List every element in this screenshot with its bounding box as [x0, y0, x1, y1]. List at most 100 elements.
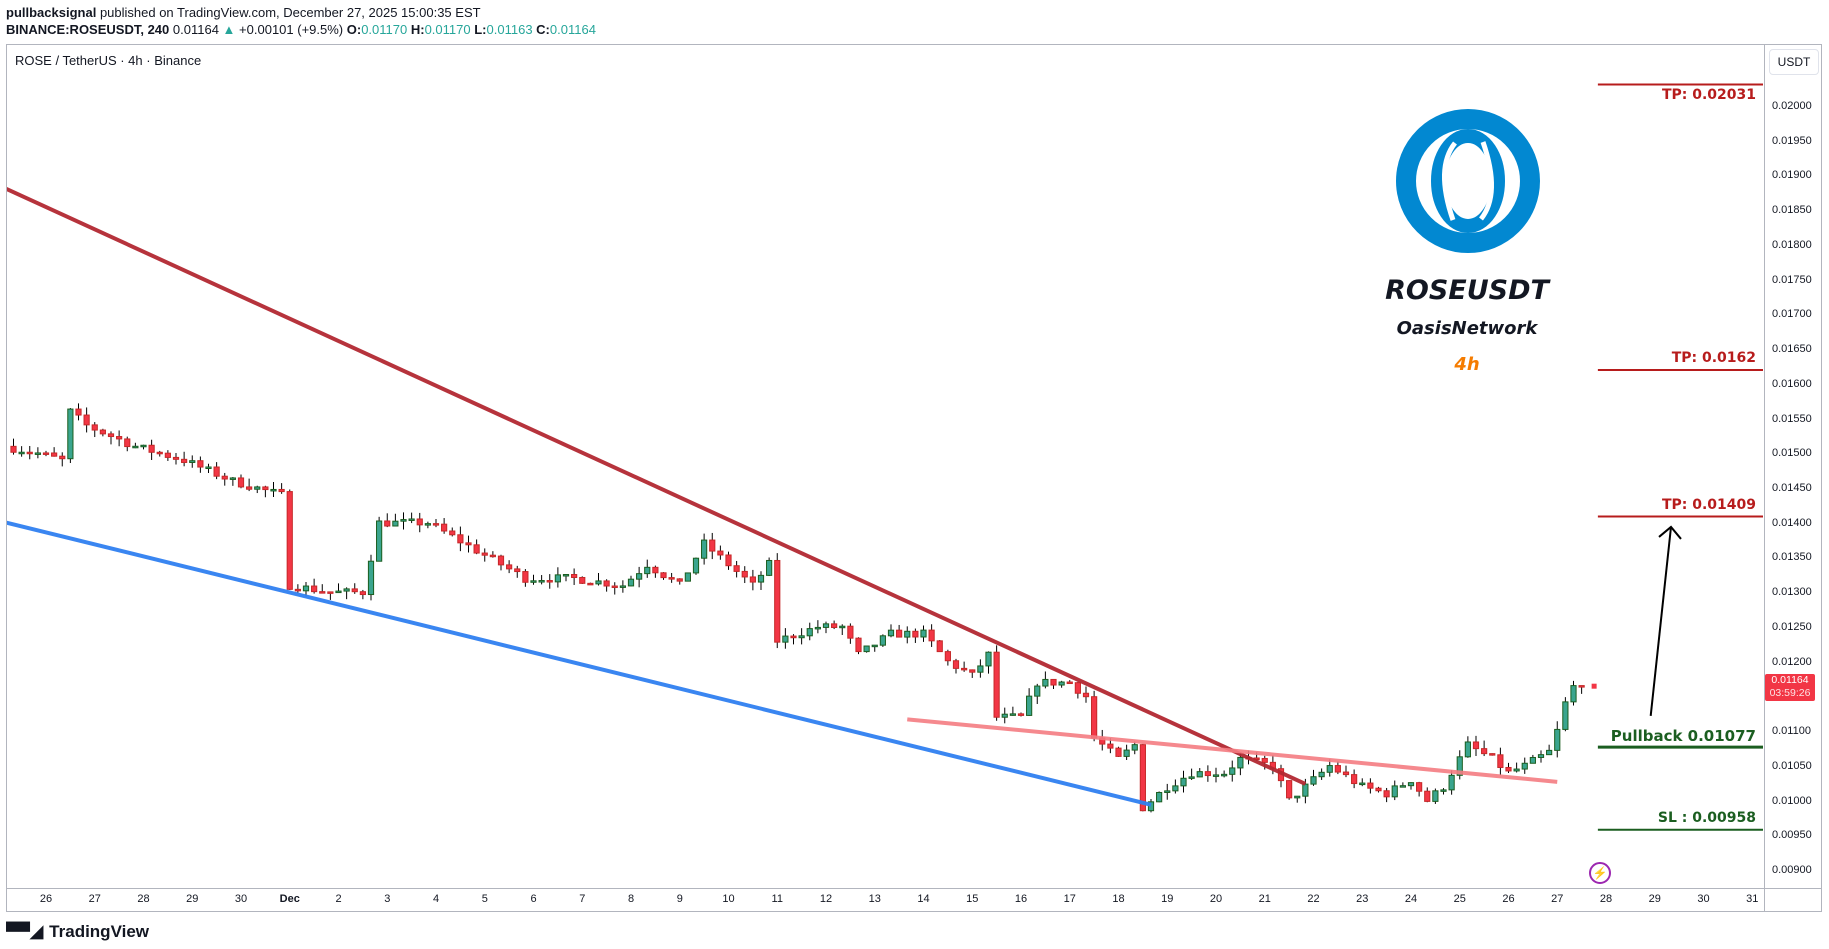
candle-up [1180, 777, 1187, 787]
price-tick: 0.01600 [1772, 377, 1812, 390]
candle-down [717, 550, 724, 556]
close: 0.01164 [549, 22, 596, 37]
trendline-support[interactable] [1, 520, 1152, 807]
candle-up [1326, 765, 1333, 773]
time-tick: 6 [530, 893, 537, 905]
published-text: published on TradingView.com, December 2… [99, 5, 481, 20]
candle-down [83, 414, 90, 426]
candle-down [10, 445, 17, 453]
candle-up [1042, 678, 1049, 687]
time-tick: 25 [1453, 893, 1466, 905]
arrow-head-icon [1658, 525, 1682, 540]
candle-down [668, 577, 675, 580]
candle-down [749, 576, 756, 583]
tradingview-logo[interactable]: ▀▀◢ TradingView [6, 922, 149, 942]
candle-up [1359, 782, 1366, 786]
candle-down [1017, 713, 1025, 716]
change: +0.00101 (+9.5%) [239, 22, 344, 37]
candle-down [1424, 790, 1431, 802]
candle-down [294, 588, 301, 592]
lightning-icon[interactable]: ⚡ [1589, 862, 1611, 884]
candle-up [1310, 776, 1317, 785]
candle-down [1375, 787, 1382, 792]
price-tick: 0.01700 [1772, 308, 1812, 321]
time-tick: 21 [1258, 893, 1271, 905]
candle-down [944, 651, 951, 662]
candle-up [1432, 790, 1439, 802]
time-tick: 23 [1356, 893, 1369, 905]
trendline-descending-resistance[interactable] [1, 186, 1307, 786]
candle-down [961, 667, 968, 671]
price-tick: 0.01400 [1772, 516, 1812, 529]
time-tick: 11 [771, 893, 783, 905]
candle-up [554, 574, 561, 583]
candle-down [847, 625, 854, 639]
time-tick: 30 [1697, 893, 1710, 905]
currency-button[interactable]: USDT [1769, 49, 1819, 75]
h-label: H: [410, 22, 425, 37]
candle-down [928, 629, 935, 642]
candle-up [1294, 795, 1301, 799]
candle-down [416, 518, 423, 526]
candle-up [270, 488, 277, 492]
candle-down [99, 429, 106, 435]
time-tick: 15 [966, 893, 979, 905]
candle-up [1001, 713, 1008, 718]
tv-logo-icon: ▀▀◢ [6, 922, 44, 941]
candle-up [904, 630, 911, 638]
candle-down [489, 554, 496, 558]
price-tick: 0.01200 [1772, 655, 1812, 668]
candle-up [1212, 774, 1220, 777]
candle-down [1383, 790, 1390, 798]
candle-down [172, 456, 180, 460]
candle-down [725, 554, 732, 567]
candle-down [831, 623, 838, 629]
overlay-subtitle: OasisNetwork [1396, 318, 1538, 339]
candle-down [896, 629, 903, 638]
time-tick: 17 [1063, 893, 1076, 905]
candle-down [611, 585, 618, 589]
candle-down [571, 574, 578, 578]
candle-up [1058, 681, 1065, 686]
candle-down [286, 491, 293, 590]
candle-down [481, 552, 488, 556]
candle-up [806, 628, 813, 637]
candle-up [1529, 756, 1536, 764]
time-tick: 27 [88, 893, 101, 905]
candle-up [367, 560, 375, 596]
candle-up [1318, 771, 1325, 778]
candle-down [587, 582, 594, 586]
time-tick: 22 [1307, 893, 1320, 905]
candle-down [1342, 771, 1350, 776]
candle-up [644, 566, 651, 575]
candle-down [432, 523, 440, 526]
candle-down [969, 669, 976, 673]
candle-down [1115, 747, 1122, 757]
price-tick: 0.01800 [1772, 238, 1812, 251]
candle-up [1521, 762, 1528, 770]
candle-down [181, 458, 188, 463]
candle-up [1440, 789, 1447, 792]
price-tick: 0.01750 [1772, 273, 1812, 286]
candle-up [757, 574, 765, 583]
candle-up [1229, 767, 1236, 775]
candle-down [774, 559, 781, 643]
chart-legend: ROSE / TetherUS · 4h · Binance [15, 53, 202, 68]
candle-up [229, 477, 236, 480]
candle-down [522, 571, 529, 583]
price-tick: 0.00950 [1772, 829, 1812, 842]
trendline-neckline[interactable] [907, 717, 1558, 784]
candle-up [1391, 785, 1398, 798]
low: 0.01163 [486, 22, 533, 37]
level-label: Pullback 0.01077 [1610, 727, 1756, 746]
candle-up [1399, 785, 1406, 788]
candle-up [1034, 685, 1041, 697]
candle-up [408, 518, 415, 521]
candle-down [59, 455, 66, 460]
candle-down [603, 580, 610, 587]
author[interactable]: pullbacksignal [6, 5, 97, 20]
time-tick: 12 [819, 893, 833, 905]
candle-up [1123, 749, 1130, 757]
candle-down [246, 486, 253, 490]
